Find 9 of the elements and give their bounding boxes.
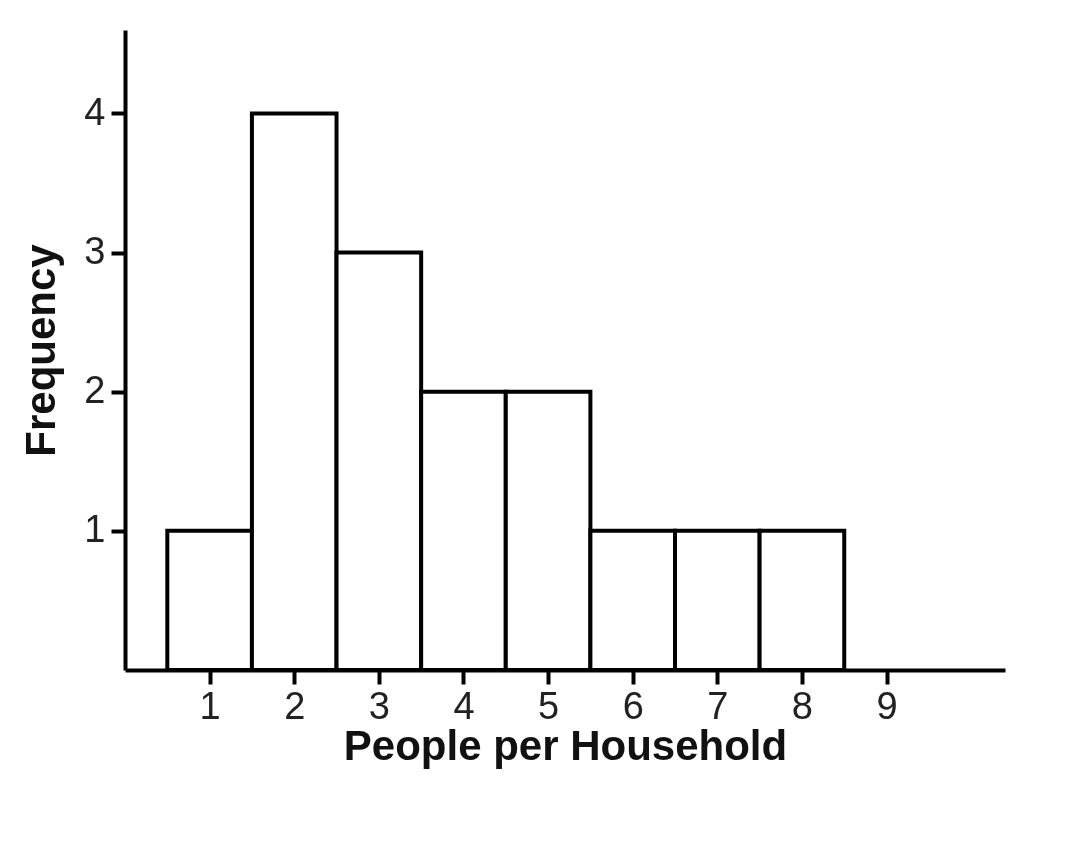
y-tick-label: 1 bbox=[84, 508, 106, 551]
x-tick-label: 1 bbox=[199, 684, 221, 727]
x-tick-label: 2 bbox=[284, 684, 306, 727]
y-tick-label: 2 bbox=[84, 369, 106, 412]
y-axis-title: Frequency bbox=[17, 243, 65, 457]
y-tick-label: 4 bbox=[84, 90, 106, 133]
x-tick-label: 9 bbox=[876, 684, 898, 727]
x-tick-label: 8 bbox=[791, 684, 813, 727]
y-tick-label: 3 bbox=[84, 230, 106, 273]
